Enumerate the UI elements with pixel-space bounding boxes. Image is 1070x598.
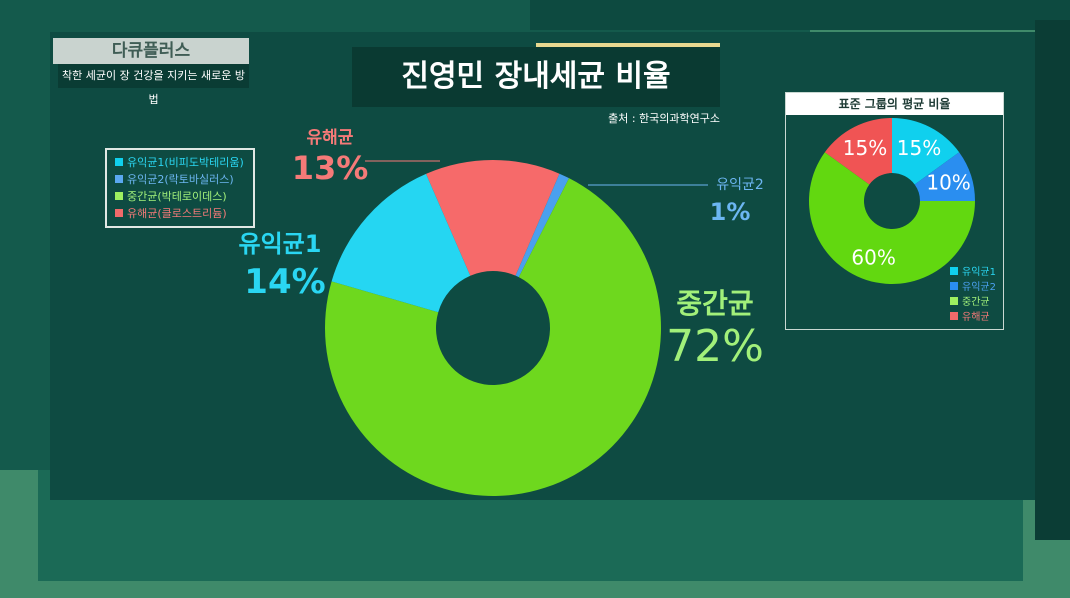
legend-item: 유해균	[950, 310, 996, 325]
title-accent-line	[536, 43, 720, 47]
legend-swatch	[950, 312, 958, 320]
legend-item: 유익균2(락토바실러스)	[115, 171, 245, 188]
legend-label: 유익균1	[962, 267, 996, 278]
standard-chart-title: 표준 그룹의 평균 비율	[786, 93, 1003, 115]
slice-유익균2	[914, 152, 975, 201]
legend-label: 유해균(클로스트리듐)	[127, 207, 227, 220]
slice-label-value: 14%	[244, 262, 326, 302]
legend-item: 중간균	[950, 295, 996, 310]
legend-label: 유익균2(락토바실러스)	[127, 173, 234, 186]
legend-label: 유익균2	[962, 282, 996, 293]
slice-유익균1	[892, 118, 960, 185]
legend-swatch	[115, 175, 123, 183]
slice-value-label: 15%	[843, 136, 887, 160]
slice-value-label: 10%	[926, 171, 970, 195]
chart-title: 진영민 장내세균 비율	[401, 59, 671, 94]
standard-chart-frame	[785, 92, 1004, 330]
background-block	[530, 0, 1070, 30]
slice-중간균	[325, 178, 662, 496]
legend-item: 유익균1(비피도박테리움)	[115, 154, 245, 171]
legend-swatch	[115, 158, 123, 166]
slice-유해균	[426, 159, 560, 276]
slice-label-value: 72%	[666, 321, 764, 372]
legend-swatch	[950, 297, 958, 305]
program-subtitle: 착한 세균이 장 건강을 지키는 새로운 방법	[58, 64, 249, 106]
slice-label-value: 13%	[291, 149, 369, 187]
slice-label-name: 유해균	[306, 128, 354, 148]
slice-label-name: 유익균2	[716, 177, 764, 193]
slice-label-name: 중간균	[676, 287, 754, 320]
legend-label: 중간균(박테로이데스)	[127, 190, 227, 203]
legend-swatch	[950, 282, 958, 290]
slice-유익균1	[331, 173, 471, 313]
legend-swatch	[950, 267, 958, 275]
background-block	[1035, 20, 1070, 540]
title-box	[352, 47, 720, 107]
chart-source: 출처 : 한국의과학연구소	[608, 112, 720, 125]
legend-item: 유익균2	[950, 280, 996, 295]
legend-item: 중간균(박테로이데스)	[115, 188, 245, 205]
legend-label: 유익균1(비피도박테리움)	[127, 156, 244, 169]
legend-label: 유해균	[962, 312, 990, 323]
slice-중간균	[809, 152, 975, 284]
legend-item: 유익균1	[950, 265, 996, 280]
legend-swatch	[115, 209, 123, 217]
program-logo: 다큐플러스	[53, 38, 249, 64]
slice-value-label: 60%	[851, 246, 895, 270]
slice-유해균	[824, 118, 892, 185]
slice-유익균2	[515, 173, 570, 278]
slice-label-value: 1%	[709, 198, 751, 226]
legend-label: 중간균	[962, 297, 990, 308]
slice-value-label: 15%	[897, 136, 941, 160]
legend-item: 유해균(클로스트리듐)	[115, 205, 245, 222]
slice-label-name: 유익균1	[238, 230, 322, 258]
legend-swatch	[115, 192, 123, 200]
standard-legend: 유익균1 유익균2 중간균 유해균	[950, 265, 996, 325]
main-legend: 유익균1(비피도박테리움) 유익균2(락토바실러스) 중간균(박테로이데스) 유…	[105, 148, 255, 228]
